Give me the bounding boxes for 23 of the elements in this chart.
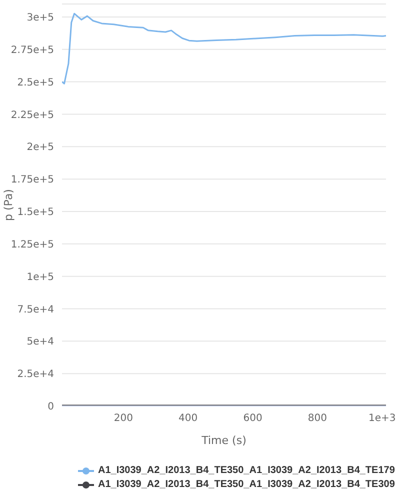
- y-tick-label: 1e+5: [26, 272, 54, 283]
- y-tick-label: 7.5e+4: [17, 304, 54, 316]
- legend-label: A1_I3039_A2_I2013_B4_TE350_A1_I3039_A2_I2013_B4_TE179: [98, 464, 395, 478]
- y-axis-title: p (Pa): [2, 189, 15, 221]
- x-axis-title: Time (s): [200, 434, 246, 447]
- x-tick-label: 200: [114, 413, 133, 424]
- y-tick-label: 2e+5: [26, 142, 54, 154]
- x-tick-label: 400: [178, 413, 198, 424]
- y-tick-label: 1.5e+5: [17, 207, 54, 218]
- y-tick-label: 5e+4: [26, 336, 54, 348]
- y-tick-label: 1.25e+5: [10, 239, 54, 250]
- legend-label: A1_I3039_A2_I2013_B4_TE350_A1_I3039_A2_I2013_B4_TE309: [98, 478, 395, 492]
- y-tick-label: 2.5e+5: [17, 77, 54, 88]
- line-series: [62, 12, 386, 84]
- y-tick-label: 2.5e+4: [17, 369, 54, 380]
- x-tick-label: 800: [308, 413, 327, 424]
- y-tick-label: 2.25e+5: [10, 110, 54, 121]
- y-tick-label: 0: [48, 402, 54, 413]
- y-tick-label: 1.75e+5: [10, 174, 54, 186]
- y-tick-label: 2.75e+5: [10, 44, 54, 56]
- x-tick-label: 1e+3: [368, 413, 396, 424]
- y-tick-label: 3e+5: [26, 12, 54, 24]
- x-tick-label: 600: [243, 413, 262, 424]
